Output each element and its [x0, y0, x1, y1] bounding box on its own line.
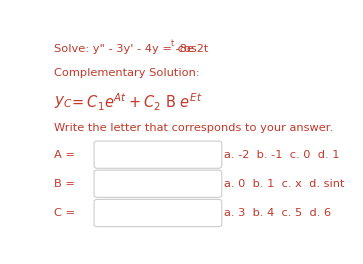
FancyBboxPatch shape	[94, 170, 222, 197]
Text: $y_C$: $y_C$	[54, 94, 73, 110]
Text: Complementary Solution:: Complementary Solution:	[54, 68, 200, 78]
Text: cos2t: cos2t	[174, 44, 209, 54]
Text: $= C_1e^{At} + C_2\ \mathrm{B}\ e^{Et}$: $= C_1e^{At} + C_2\ \mathrm{B}\ e^{Et}$	[69, 91, 203, 112]
Text: A =: A =	[54, 150, 75, 160]
Text: C =: C =	[54, 208, 75, 218]
Text: t: t	[171, 39, 174, 48]
Text: B =: B =	[54, 179, 75, 189]
FancyBboxPatch shape	[94, 199, 222, 227]
Text: Write the letter that corresponds to your answer.: Write the letter that corresponds to you…	[54, 123, 333, 133]
Text: Solve: y" - 3y' - 4y = -8e: Solve: y" - 3y' - 4y = -8e	[54, 44, 194, 54]
Text: a. -2  b. -1  c. 0  d. 1: a. -2 b. -1 c. 0 d. 1	[224, 150, 339, 160]
Text: a. 3  b. 4  c. 5  d. 6: a. 3 b. 4 c. 5 d. 6	[224, 208, 331, 218]
Text: a. 0  b. 1  c. x  d. sint: a. 0 b. 1 c. x d. sint	[224, 179, 344, 189]
FancyBboxPatch shape	[94, 141, 222, 168]
